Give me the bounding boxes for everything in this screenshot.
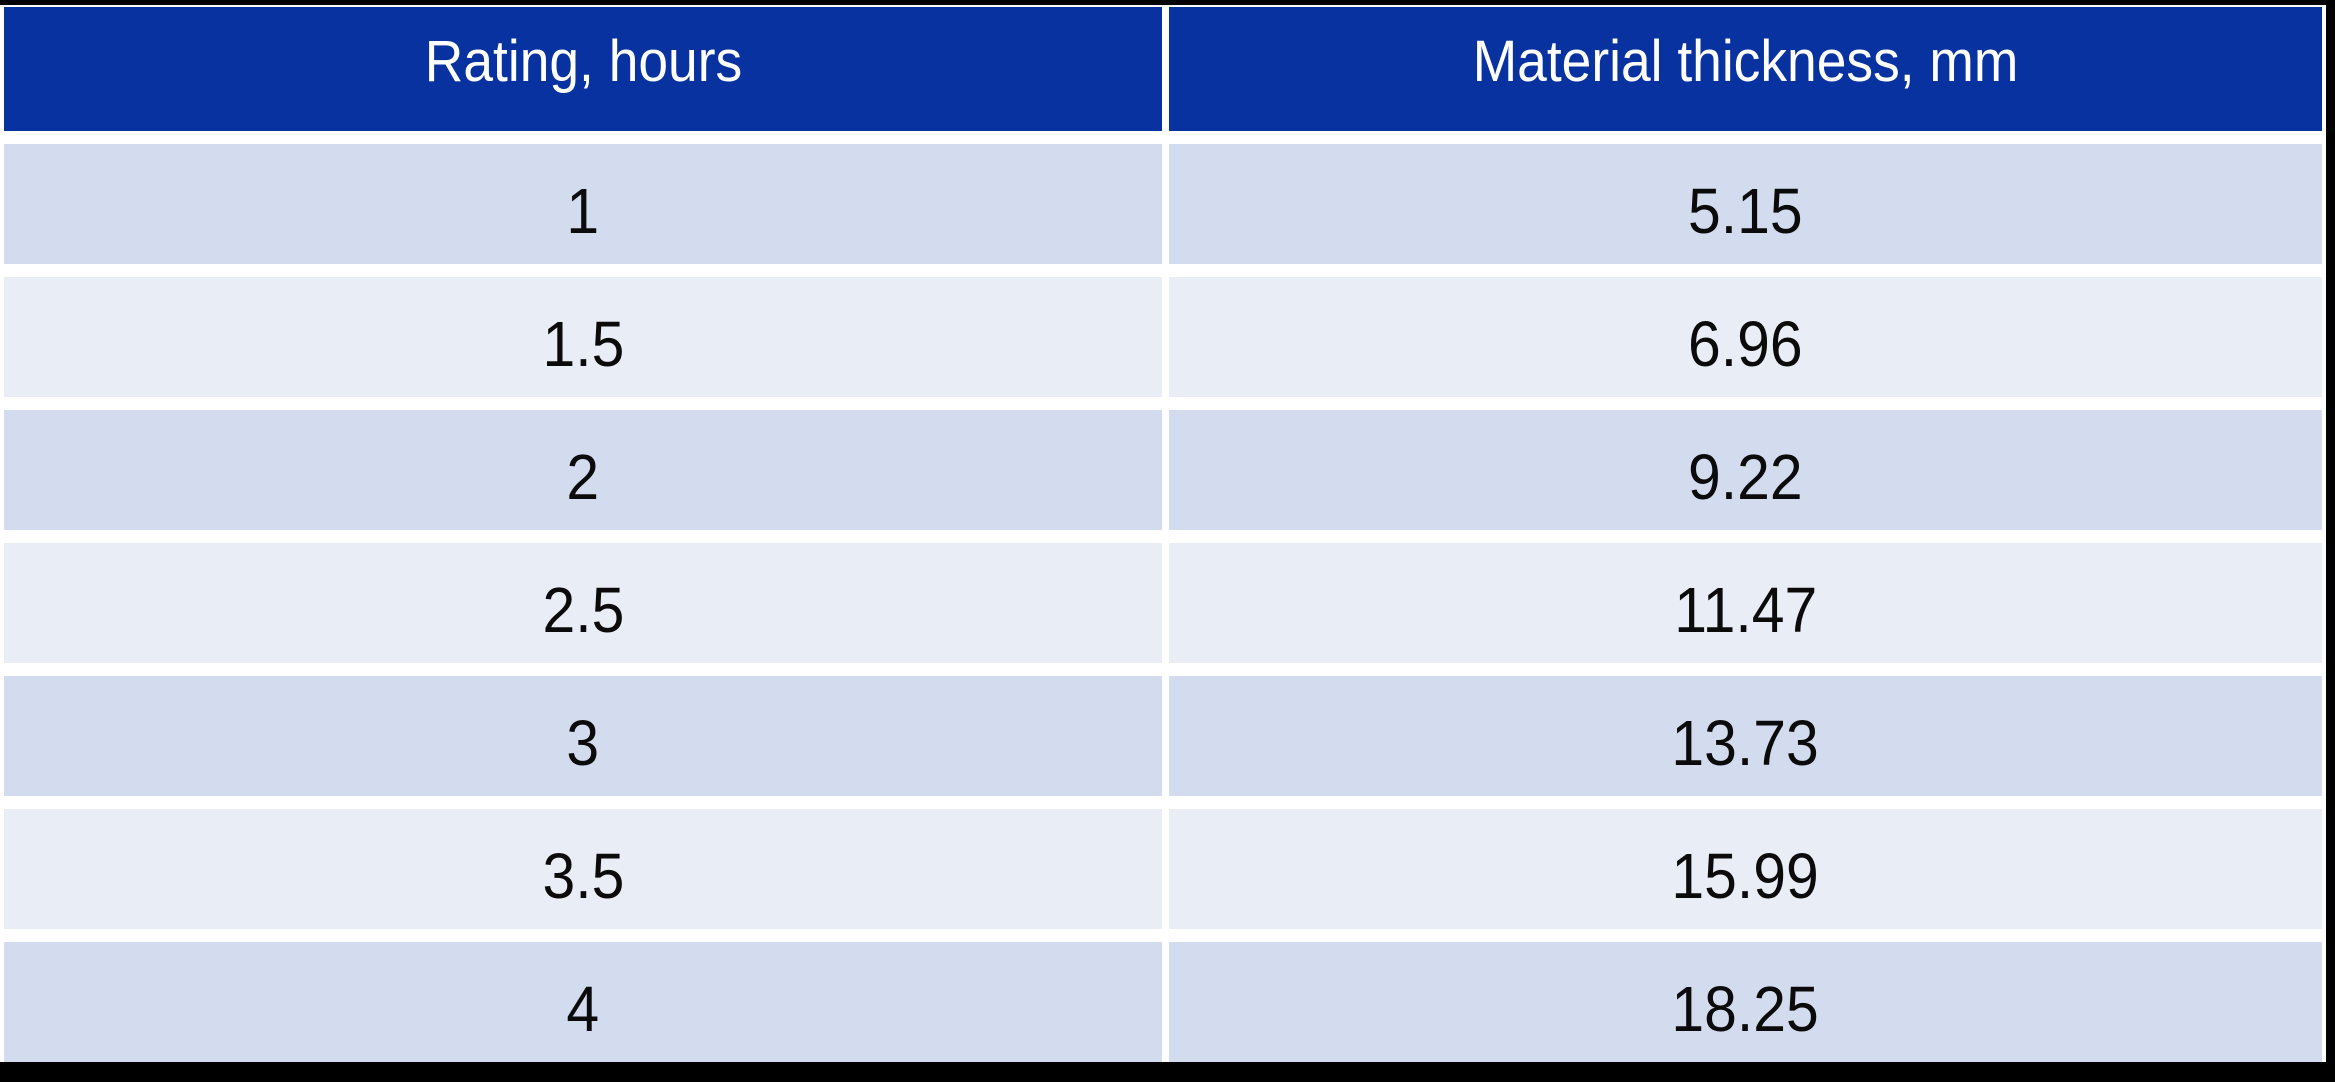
rating-cell: 1 — [4, 144, 1162, 264]
thickness-value: 6.96 — [1688, 308, 1803, 380]
header-cell-thickness: Material thickness, mm — [1169, 7, 2322, 131]
thickness-cell: 13.73 — [1169, 676, 2322, 796]
thickness-value: 5.15 — [1688, 175, 1803, 247]
thickness-cell: 6.96 — [1169, 277, 2322, 397]
rating-cell: 3.5 — [4, 809, 1162, 929]
rating-cell: 3 — [4, 676, 1162, 796]
rating-cell: 2.5 — [4, 543, 1162, 663]
thickness-value: 9.22 — [1688, 441, 1803, 513]
rating-value: 1.5 — [542, 308, 624, 380]
rating-value: 3.5 — [542, 840, 624, 912]
rating-thickness-table: Rating, hours Material thickness, mm 1 5… — [4, 7, 2322, 1062]
frame-top-bar — [0, 0, 2335, 5]
thickness-cell: 5.15 — [1169, 144, 2322, 264]
rating-value: 1 — [566, 175, 600, 247]
rating-value: 2 — [566, 441, 600, 513]
frame-right-bar — [2326, 0, 2335, 1082]
rating-value: 4 — [566, 973, 600, 1045]
thickness-value: 11.47 — [1674, 574, 1817, 646]
header-thickness-label: Material thickness, mm — [1472, 28, 2019, 94]
header-cell-rating: Rating, hours — [4, 7, 1162, 131]
thickness-cell: 15.99 — [1169, 809, 2322, 929]
rating-cell: 1.5 — [4, 277, 1162, 397]
thickness-cell: 9.22 — [1169, 410, 2322, 530]
thickness-value: 18.25 — [1671, 973, 1820, 1045]
rating-value: 3 — [566, 707, 600, 779]
frame-bottom-bar — [0, 1062, 2335, 1082]
rating-value: 2.5 — [542, 574, 624, 646]
rating-cell: 4 — [4, 942, 1162, 1062]
header-rating-label: Rating, hours — [424, 28, 742, 94]
thickness-cell: 11.47 — [1169, 543, 2322, 663]
thickness-cell: 18.25 — [1169, 942, 2322, 1062]
rating-cell: 2 — [4, 410, 1162, 530]
thickness-value: 13.73 — [1671, 707, 1820, 779]
thickness-value: 15.99 — [1671, 840, 1820, 912]
